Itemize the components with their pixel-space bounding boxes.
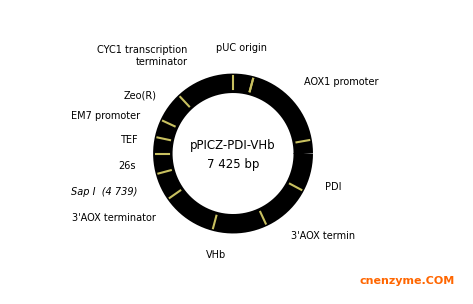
Text: VHb: VHb: [206, 250, 226, 260]
Polygon shape: [166, 178, 174, 186]
Polygon shape: [276, 202, 284, 209]
Polygon shape: [173, 109, 181, 116]
Polygon shape: [159, 144, 167, 151]
Polygon shape: [236, 80, 244, 88]
Text: CYC1 transcription
terminator: CYC1 transcription terminator: [97, 45, 187, 67]
Polygon shape: [283, 105, 290, 112]
Text: pPICZ-PDI-VHb: pPICZ-PDI-VHb: [190, 139, 276, 152]
Text: Zeo(R): Zeo(R): [123, 91, 157, 101]
Text: AOX1 promoter: AOX1 promoter: [304, 77, 379, 87]
Text: 7 425 bp: 7 425 bp: [207, 157, 259, 171]
Text: pUC origin: pUC origin: [216, 43, 267, 53]
Text: Sap I  (4 739): Sap I (4 739): [71, 187, 138, 197]
Polygon shape: [159, 158, 168, 165]
Polygon shape: [203, 84, 211, 91]
Text: EM7 promoter: EM7 promoter: [70, 111, 140, 121]
Polygon shape: [234, 219, 241, 227]
Polygon shape: [298, 164, 307, 171]
Text: TEF: TEF: [121, 135, 138, 145]
Text: cnenzyme.COM: cnenzyme.COM: [359, 276, 455, 286]
Text: 3'AOX termin: 3'AOX termin: [291, 231, 355, 241]
Text: 26s: 26s: [119, 161, 136, 171]
Text: 3'AOX terminator: 3'AOX terminator: [72, 213, 156, 223]
Polygon shape: [163, 128, 171, 136]
Polygon shape: [186, 206, 193, 213]
Text: PDI: PDI: [325, 182, 342, 192]
